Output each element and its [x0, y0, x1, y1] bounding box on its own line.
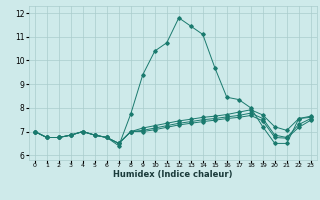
- X-axis label: Humidex (Indice chaleur): Humidex (Indice chaleur): [113, 170, 233, 179]
